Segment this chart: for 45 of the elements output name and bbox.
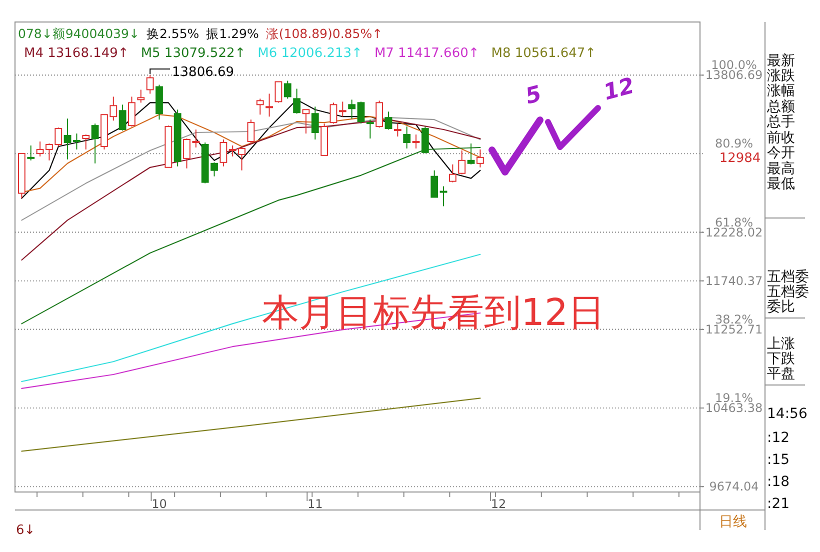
text: 总手 [766, 114, 795, 130]
text: M7 11417.660↑ [374, 46, 480, 61]
text: M5 13079.522↑ [140, 46, 246, 61]
text: :18 [767, 474, 790, 490]
text: 最低 [767, 176, 795, 192]
text: 上涨 [767, 336, 795, 352]
text: 涨跌 [767, 68, 795, 84]
text: 14:56 [767, 406, 808, 422]
y-tick-label: 11252.71 [705, 322, 763, 336]
annotation: 涨(108.89)0.85%↑ [266, 26, 383, 41]
text: 总额 [766, 99, 795, 115]
text: 委比 [767, 299, 795, 315]
text: 12984 [719, 151, 761, 166]
text: 平盘 [767, 366, 795, 382]
annotation: 换2.55% [146, 26, 200, 41]
annotation: 振1.29% [206, 26, 259, 41]
text: 涨幅 [767, 83, 795, 99]
text: 日线 [719, 514, 747, 530]
annotation: 078↓额94004039↓ [18, 26, 140, 41]
x-tick-label: 12 [490, 497, 506, 511]
text: 五档委 [767, 269, 809, 285]
y-tick-label: 9674.04 [709, 480, 759, 494]
annotation: 5 [523, 82, 544, 110]
y-tick-label: 13806.69 [705, 68, 763, 82]
y2-tick-label: 80.9% [714, 136, 754, 151]
text: M4 13168.149↑ [24, 46, 129, 61]
text: 下跌 [767, 351, 795, 367]
text: 最高 [767, 161, 795, 177]
x-tick-label: 11 [307, 497, 323, 511]
text: M6 12006.213↑ [258, 46, 362, 61]
text: :21 [767, 496, 790, 512]
y-tick-label: 12228.02 [705, 225, 763, 240]
text: 前收 [767, 130, 795, 146]
annotation: 12 [601, 74, 638, 106]
text: :12 [767, 430, 790, 446]
x-tick-label: 10 [152, 497, 167, 511]
text: M8 10561.647↑ [491, 46, 596, 61]
y-tick-label: 10463.38 [705, 401, 763, 416]
text: 6↓ [16, 523, 36, 538]
y-tick-label: 11740.37 [705, 274, 763, 288]
text: 最新 [767, 53, 795, 69]
text: :15 [767, 452, 790, 468]
text: 五档委 [767, 284, 809, 300]
annotation: 13806.69 [172, 65, 234, 80]
text: 今开 [767, 145, 795, 161]
